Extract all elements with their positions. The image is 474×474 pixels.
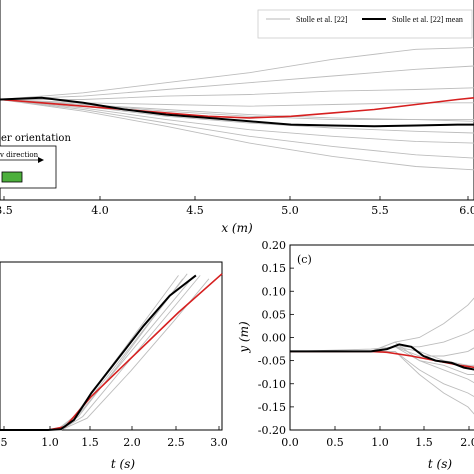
- x-tick-label: 5.5: [371, 204, 389, 217]
- br-x-axis-label: t (s): [428, 457, 452, 471]
- x-tick-label: 2.0: [460, 436, 474, 449]
- y-tick-label: -0.15: [258, 401, 286, 414]
- x-tick-label: 6.0: [459, 204, 474, 217]
- y-tick-label: 0.00: [262, 332, 287, 345]
- x-tick-label: 2.0: [123, 436, 141, 449]
- br-series-lines: [290, 343, 474, 371]
- x-tick-label: 5.0: [281, 204, 299, 217]
- legend-entry-mean: Stolle et al. [22] mean: [392, 15, 463, 24]
- x-tick-label: 4.0: [91, 204, 109, 217]
- panel-bottom-right: 0.0 0.5 1.0 1.5 2.0 0.20 0.15 0.10 0.05 0.00 -0.0…: [237, 239, 474, 471]
- top-legend: Stolle et al. [22] Stolle et al. [22] me…: [257, 9, 473, 39]
- gray-run-line: [0, 275, 201, 431]
- top-axes-frame: [0, 0, 474, 201]
- y-tick-label: 0.15: [262, 262, 287, 275]
- gray-run-line: [0, 278, 210, 431]
- gray-run-line: [0, 99, 474, 144]
- x-tick-label: 1.0: [371, 436, 389, 449]
- inset-block-icon: [1, 171, 23, 183]
- br-y-axis-label: y (m): [237, 321, 251, 354]
- gray-run-line: [0, 273, 188, 431]
- br-x-ticks: 0.0 0.5 1.0 1.5 2.0: [281, 426, 474, 449]
- bl-axes-frame: [0, 261, 223, 431]
- legend-box: [257, 9, 473, 39]
- gray-run-line: [0, 99, 474, 171]
- top-series-lines: [0, 96, 474, 128]
- mean-series-line: [290, 343, 474, 371]
- bl-gray-runs: [0, 273, 210, 431]
- mean-series-line: [0, 274, 197, 431]
- y-tick-label: 0.20: [262, 239, 287, 252]
- br-gray-runs: [289, 297, 474, 415]
- mean-series-line: [0, 96, 474, 128]
- inset-arrow-label: v direction: [0, 151, 39, 159]
- x-tick-label: 3.0: [210, 436, 228, 449]
- red-series-line: [0, 273, 223, 431]
- br-y-ticks: 0.20 0.15 0.10 0.05 0.00 -0.05 -0.10 -0.15 -0.20: [258, 239, 294, 437]
- red-series-line: [290, 350, 474, 369]
- inset-title: er orientation: [1, 133, 71, 144]
- gray-run-line: [0, 275, 179, 431]
- gray-run-line: [290, 350, 474, 397]
- gray-run-line: [0, 65, 474, 100]
- bl-series-lines: [0, 273, 223, 431]
- x-tick-label: 4.5: [186, 204, 204, 217]
- legend-entry-stolle: Stolle et al. [22]: [296, 15, 348, 24]
- x-tick-label: 0.0: [281, 436, 299, 449]
- orientation-inset: er orientation v direction: [0, 133, 71, 189]
- br-axes-frame: [289, 244, 474, 431]
- top-x-axis-label: x (m): [221, 221, 253, 235]
- panel-bottom-left: 5 1.0 1.5 2.0 2.5 3.0 t (s): [0, 261, 228, 471]
- x-tick-label: 0.5: [326, 436, 344, 449]
- bl-x-ticks: 5 1.0 1.5 2.0 2.5 3.0: [1, 426, 228, 449]
- gray-run-line: [289, 346, 474, 366]
- y-tick-label: 0.10: [262, 285, 287, 298]
- top-x-ticks: 3.5 4.0 4.5 5.0 5.5 6.0: [0, 196, 474, 217]
- inset-arrowhead-icon: [38, 157, 44, 163]
- gray-run-line: [290, 297, 474, 352]
- top-gray-runs: [0, 47, 474, 171]
- x-tick-label: 1.5: [81, 436, 99, 449]
- x-tick-label: 3.5: [0, 204, 13, 217]
- gray-run-line: [0, 278, 184, 431]
- x-tick-label: 2.5: [167, 436, 185, 449]
- red-series-line: [0, 97, 474, 119]
- y-tick-label: 0.05: [262, 308, 287, 321]
- x-tick-label: 1.0: [41, 436, 59, 449]
- gray-run-line: [0, 99, 474, 121]
- gray-run-line: [0, 99, 474, 159]
- y-tick-label: -0.05: [258, 355, 286, 368]
- y-tick-label: -0.10: [258, 378, 286, 391]
- panel-top: 3.5 4.0 4.5 5.0 5.5 6.0 x (m) Stolle et al. […: [0, 0, 474, 235]
- gray-run-line: [0, 47, 474, 100]
- gray-run-line: [290, 341, 474, 375]
- y-tick-label: -0.20: [258, 424, 286, 437]
- bl-x-axis-label: t (s): [111, 457, 135, 471]
- x-tick-label: 5: [1, 436, 8, 449]
- gray-run-line: [0, 87, 474, 100]
- x-tick-label: 1.5: [415, 436, 433, 449]
- panel-label-c: (c): [297, 253, 312, 266]
- gray-run-line: [0, 278, 192, 431]
